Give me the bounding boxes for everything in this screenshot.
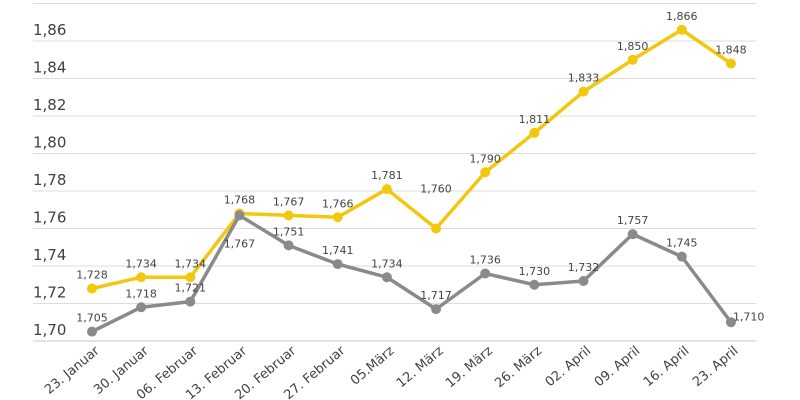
- data-label: 1,760: [420, 183, 452, 196]
- data-point: [578, 86, 589, 97]
- y-tick-label: 1,88: [33, 0, 66, 2]
- gridlines: [33, 3, 756, 342]
- data-point: [283, 210, 294, 221]
- y-axis-ticks: 1,70 1,72 1,74 1,76 1,78 1,80 1,82 1,84 1,86 1,88: [33, 0, 66, 339]
- data-label: 1,736: [469, 254, 501, 267]
- data-label: 1,718: [125, 287, 157, 300]
- x-tick-label: 19. März: [443, 343, 496, 391]
- data-label: 1,741: [322, 244, 354, 257]
- data-label: 1,721: [175, 282, 207, 295]
- x-tick-label: 12. März: [394, 343, 447, 391]
- data-label: 1,717: [420, 289, 452, 302]
- data-point: [676, 251, 687, 262]
- data-point: [725, 58, 736, 69]
- data-point: [529, 127, 540, 138]
- y-tick-label: 1,80: [33, 134, 66, 152]
- data-point: [627, 54, 638, 65]
- data-label: 1,811: [519, 113, 551, 126]
- y-tick-label: 1,74: [33, 246, 66, 264]
- data-point: [185, 272, 196, 283]
- data-point: [480, 268, 491, 279]
- data-point: [283, 240, 294, 251]
- data-label: 1,850: [617, 40, 649, 53]
- data-label: 1,866: [666, 10, 698, 23]
- series-group: 1,728 1,734 1,734 1,768 1,767 1,766 1,781 1,760…: [76, 10, 764, 337]
- data-point: [725, 317, 736, 328]
- data-point: [332, 259, 343, 270]
- series-1: 1,705 1,718 1,721 1,767 1,751 1,741 1,734 1,717…: [76, 210, 765, 337]
- data-point: [578, 276, 589, 286]
- data-point: [431, 223, 442, 234]
- data-point: [136, 302, 147, 313]
- data-label: 1,710: [733, 310, 765, 323]
- data-point: [87, 283, 97, 294]
- x-tick-label: 02. April: [543, 344, 594, 391]
- series-line: [91, 213, 733, 334]
- data-label: 1,833: [568, 72, 600, 85]
- data-label: 1,790: [469, 152, 501, 165]
- data-point: [332, 212, 343, 223]
- y-tick-label: 1,86: [33, 21, 66, 39]
- data-point: [381, 184, 392, 195]
- data-label: 1,732: [568, 261, 600, 274]
- series-0: 1,728 1,734 1,734 1,768 1,767 1,766 1,781 1,760…: [76, 10, 747, 294]
- data-label: 1,734: [175, 257, 207, 270]
- data-label: 1,767: [224, 237, 256, 250]
- data-label: 1,767: [273, 195, 305, 208]
- data-point: [136, 272, 147, 283]
- data-point: [185, 296, 196, 307]
- data-label: 1,757: [617, 214, 649, 227]
- data-label: 1,768: [224, 194, 256, 207]
- data-point: [381, 272, 392, 283]
- data-point: [627, 229, 638, 240]
- y-tick-label: 1,72: [33, 284, 66, 302]
- data-label: 1,745: [666, 237, 698, 250]
- data-label: 1,766: [322, 197, 354, 210]
- data-point: [676, 24, 687, 35]
- data-label: 1,734: [125, 257, 157, 270]
- data-label: 1,728: [76, 269, 108, 282]
- data-point: [87, 326, 97, 337]
- data-label: 1,734: [371, 257, 403, 270]
- data-label: 1,705: [76, 312, 108, 325]
- y-tick-label: 1,70: [33, 321, 66, 339]
- y-tick-label: 1,76: [33, 209, 66, 227]
- data-point: [480, 167, 491, 178]
- y-tick-label: 1,84: [33, 59, 66, 77]
- x-tick-label: 05.März: [348, 343, 398, 388]
- data-label: 1,730: [519, 265, 551, 278]
- x-tick-label: 16. April: [641, 344, 692, 391]
- data-point: [529, 279, 540, 290]
- x-tick-label: 09. April: [592, 344, 643, 391]
- data-point: [234, 210, 245, 221]
- y-tick-label: 1,82: [33, 96, 66, 114]
- data-label: 1,751: [273, 225, 305, 238]
- series-line: [91, 28, 732, 291]
- x-tick-label: 26. März: [492, 343, 545, 391]
- data-label: 1,781: [371, 169, 403, 182]
- y-tick-label: 1,78: [33, 171, 66, 189]
- data-label: 1,848: [715, 44, 747, 57]
- data-point: [431, 304, 442, 315]
- x-tick-label: 23. April: [690, 344, 741, 391]
